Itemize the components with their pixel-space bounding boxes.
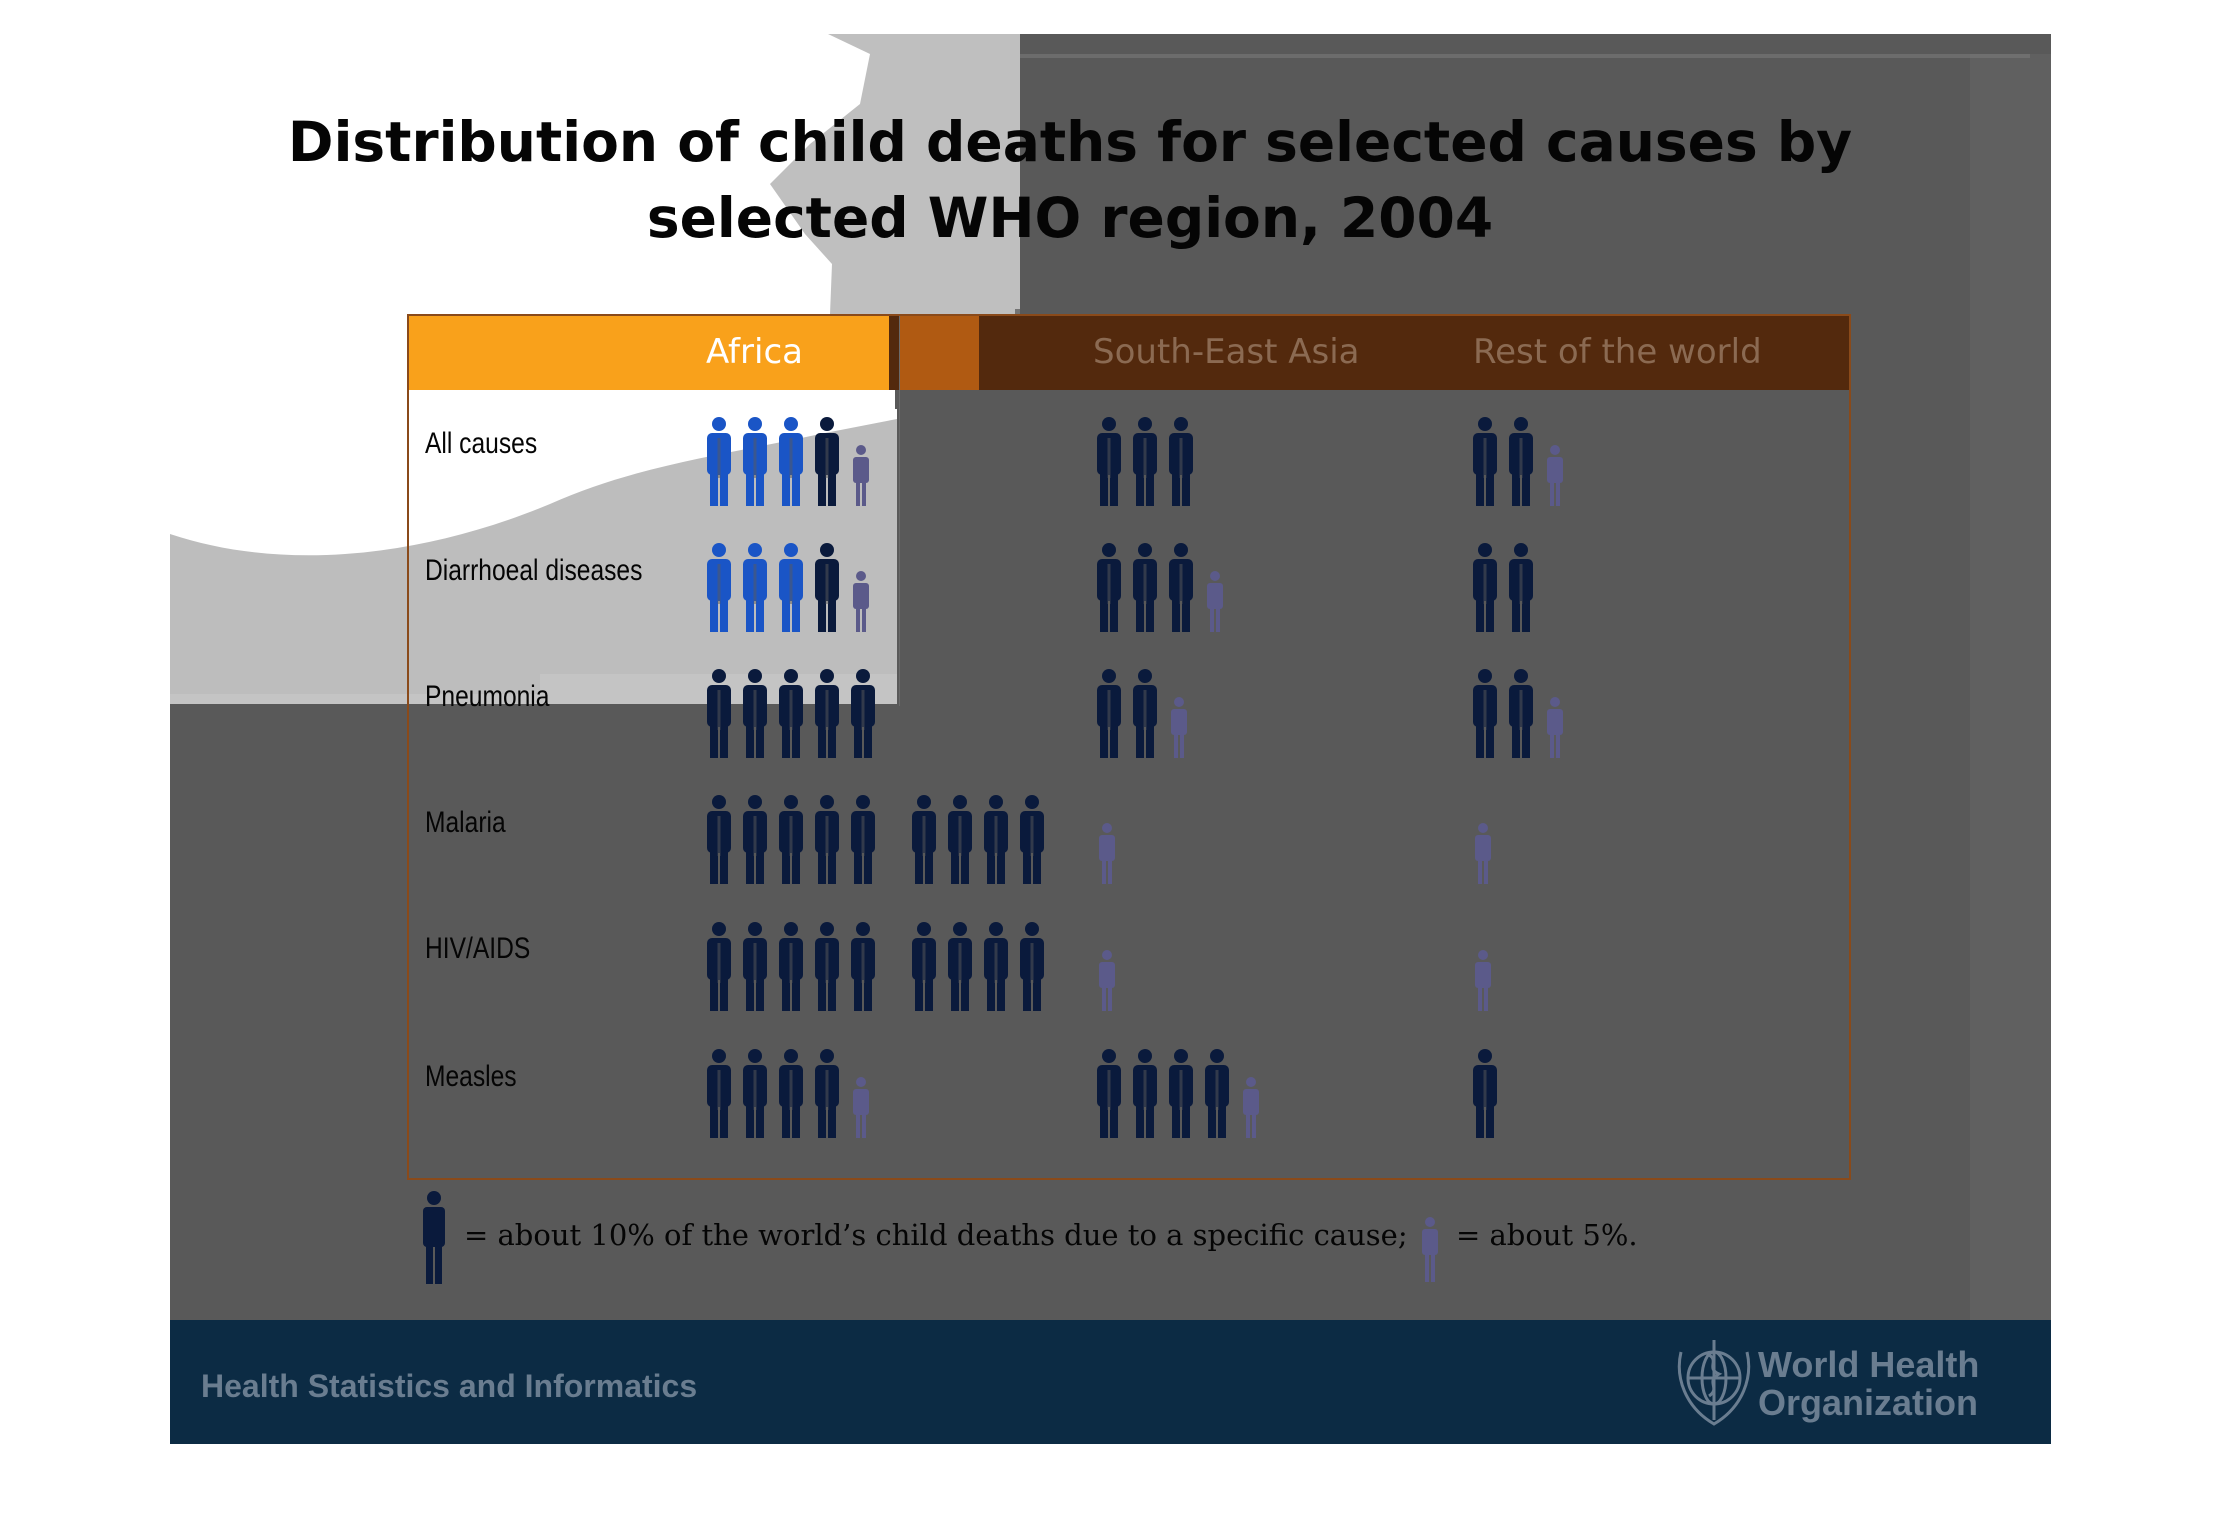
figure-icon-r3-c0-8	[1020, 795, 1044, 884]
row-label-measles: Measles	[425, 1060, 517, 1093]
figure-icon-r0-c0-2	[779, 417, 803, 506]
figure-icon-r2-c1-1	[1133, 669, 1157, 758]
figure-icon-r3-c0-6	[948, 795, 972, 884]
half-figure-icon-r5-c0	[853, 1077, 869, 1138]
half-figure-icon-r0-c0	[853, 445, 869, 506]
half-figure-icon-r3-c1	[1099, 823, 1115, 884]
figure-icons	[707, 417, 1563, 1138]
figure-icon-r3-c0-7	[984, 795, 1008, 884]
row-label-all-causes: All causes	[425, 427, 538, 460]
legend: = about 10% of the world’s child deaths …	[420, 1184, 1720, 1294]
column-header-south-east-asia: South-East Asia	[1093, 332, 1360, 372]
figure-icon-r0-c2-1	[1509, 417, 1533, 506]
half-figure-icon-r2-c2	[1547, 697, 1563, 758]
figure-icon-r0-c1-0	[1097, 417, 1121, 506]
figure-icon-r5-c2-0	[1473, 1049, 1497, 1138]
figure-icon-r3-c0-2	[779, 795, 803, 884]
figure-icon-r0-c0-0	[707, 417, 731, 506]
figure-icon-r2-c0-2	[779, 669, 803, 758]
half-figure-icon-r2-c1	[1171, 697, 1187, 758]
half-figure-icon-r1-c1	[1207, 571, 1223, 632]
who-name-line-1: World Health	[1758, 1344, 1980, 1385]
figure-icon-r4-c0-7	[984, 922, 1008, 1011]
legend-half-text: = about 5%.	[1456, 1218, 1638, 1252]
figure-icon-r2-c0-0	[707, 669, 731, 758]
figure-icon-r1-c0-1	[743, 543, 767, 632]
figure-icon-r4-c0-3	[815, 922, 839, 1011]
chart-title-line-2: selected WHO region, 2004	[646, 186, 1494, 250]
figure-icon-r4-c0-6	[948, 922, 972, 1011]
slide: Distribution of child deaths for selecte…	[170, 34, 2051, 1444]
row-label-malaria: Malaria	[425, 806, 506, 839]
who-emblem-icon	[1677, 1340, 1751, 1426]
figure-icon-r5-c0-0	[707, 1049, 731, 1138]
footer-department: Health Statistics and Informatics	[201, 1368, 698, 1404]
figure-icon-r1-c1-2	[1169, 543, 1193, 632]
half-figure-icon-r1-c0	[853, 571, 869, 632]
figure-icon-r3-c0-5	[912, 795, 936, 884]
figure-icon-r2-c2-1	[1509, 669, 1533, 758]
figure-icon-r0-c1-1	[1133, 417, 1157, 506]
half-figure-icon-r3-c2	[1475, 823, 1491, 884]
header-africa-highlight	[409, 316, 889, 390]
figure-icon-r3-c0-4	[851, 795, 875, 884]
figure-icon-r4-c0-8	[1020, 922, 1044, 1011]
who-name: World Health Organization	[1758, 1346, 1979, 1422]
figure-icon-r5-c0-3	[815, 1049, 839, 1138]
figure-icon-r0-c0-1	[743, 417, 767, 506]
figure-icon-r4-c0-1	[743, 922, 767, 1011]
who-name-line-2: Organization	[1758, 1382, 1979, 1423]
figure-icon-r3-c0-3	[815, 795, 839, 884]
figure-icon-r1-c0-3	[815, 543, 839, 632]
row-label-pneumonia: Pneumonia	[425, 680, 550, 713]
figure-icon-r1-c2-0	[1473, 543, 1497, 632]
figure-icon-r1-c2-1	[1509, 543, 1533, 632]
data-table: Africa South-East Asia Rest of the world…	[407, 314, 1851, 1180]
column-divider	[899, 316, 900, 706]
figure-icon-r0-c1-2	[1169, 417, 1193, 506]
row-label-hiv-aids: HIV/AIDS	[425, 932, 531, 965]
column-header-rest-of-world: Rest of the world	[1473, 332, 1762, 372]
half-figure-icon-r5-c1	[1243, 1077, 1259, 1138]
figure-icon-r4-c0-4	[851, 922, 875, 1011]
figure-icon-r4-c0-5	[912, 922, 936, 1011]
figure-icon-r5-c0-1	[743, 1049, 767, 1138]
figure-icon-r0-c0-3	[815, 417, 839, 506]
figure-icon-r0-c2-0	[1473, 417, 1497, 506]
figure-icon-r3-c0-1	[743, 795, 767, 884]
figure-icon-r1-c0-0	[707, 543, 731, 632]
figure-icon-r5-c1-0	[1097, 1049, 1121, 1138]
row-label-diarrhoeal: Diarrhoeal diseases	[425, 554, 643, 587]
legend-full-text: = about 10% of the world’s child deaths …	[464, 1218, 1408, 1252]
figure-icon-r1-c1-0	[1097, 543, 1121, 632]
legend-full-figure-icon	[423, 1191, 445, 1284]
figure-icon-r5-c1-2	[1169, 1049, 1193, 1138]
figure-icon-r5-c0-2	[779, 1049, 803, 1138]
column-header-africa: Africa	[706, 332, 803, 372]
chart-title: Distribution of child deaths for selecte…	[170, 104, 1970, 256]
figure-icon-r4-c0-2	[779, 922, 803, 1011]
figure-icon-r2-c0-1	[743, 669, 767, 758]
figure-icon-r2-c2-0	[1473, 669, 1497, 758]
figure-icon-r3-c0-0	[707, 795, 731, 884]
figure-icon-r2-c0-3	[815, 669, 839, 758]
legend-half-figure-icon	[1422, 1217, 1438, 1282]
chart-title-line-1: Distribution of child deaths for selecte…	[287, 110, 1853, 174]
half-figure-icon-r4-c1	[1099, 950, 1115, 1011]
figure-icon-r1-c1-1	[1133, 543, 1157, 632]
half-figure-icon-r4-c2	[1475, 950, 1491, 1011]
figure-icon-r1-c0-2	[779, 543, 803, 632]
figure-icon-r5-c1-1	[1133, 1049, 1157, 1138]
half-figure-icon-r0-c2	[1547, 445, 1563, 506]
figure-icon-r5-c1-3	[1205, 1049, 1229, 1138]
figure-icon-r2-c0-4	[851, 669, 875, 758]
figure-icon-r2-c1-0	[1097, 669, 1121, 758]
header-africa-shade	[899, 316, 979, 390]
footer-bar: Health Statistics and Informatics World …	[170, 1320, 2051, 1444]
figure-icon-r4-c0-0	[707, 922, 731, 1011]
